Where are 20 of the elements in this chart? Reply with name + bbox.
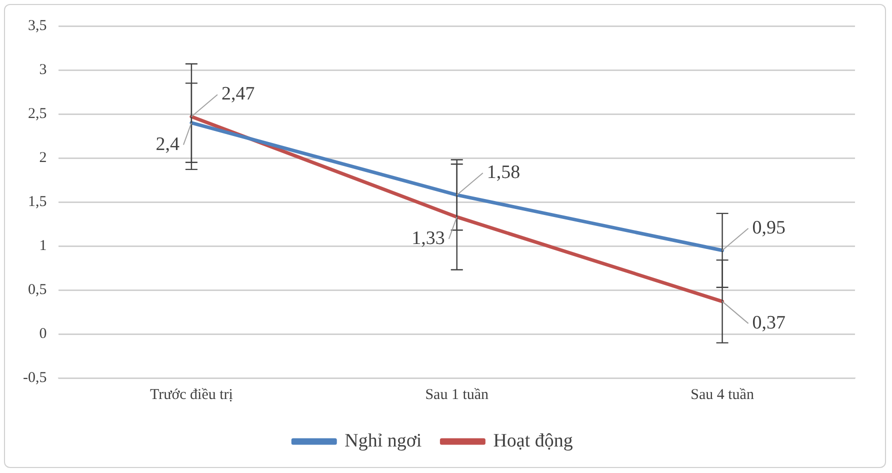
x-tick-label: Sau 4 tuần — [690, 386, 754, 403]
y-tick-label: 0 — [39, 326, 47, 342]
y-tick-label: 3 — [39, 62, 47, 78]
x-tick-label: Trước điều trị — [150, 386, 233, 403]
y-tick-label: -0,5 — [22, 370, 47, 386]
legend-label: Hoạt động — [493, 430, 574, 452]
x-tick-label: Sau 1 tuần — [425, 386, 490, 403]
data-label: 2,47 — [221, 84, 255, 105]
y-tick-label: 0,5 — [28, 282, 47, 298]
data-label: 0,37 — [752, 312, 786, 334]
y-tick-label: 1,5 — [28, 194, 47, 210]
y-tick-label: 3,5 — [28, 18, 47, 34]
data-label: 2,4 — [156, 134, 180, 155]
y-tick-label: 1 — [39, 238, 47, 254]
data-label: 1,33 — [412, 228, 445, 249]
data-label: 1,58 — [486, 162, 520, 183]
y-tick-label: 2 — [39, 150, 47, 166]
data-label: 0,95 — [752, 217, 786, 238]
y-tick-label: 2,5 — [28, 106, 47, 122]
legend-label: Nghỉ ngơi — [344, 430, 422, 452]
